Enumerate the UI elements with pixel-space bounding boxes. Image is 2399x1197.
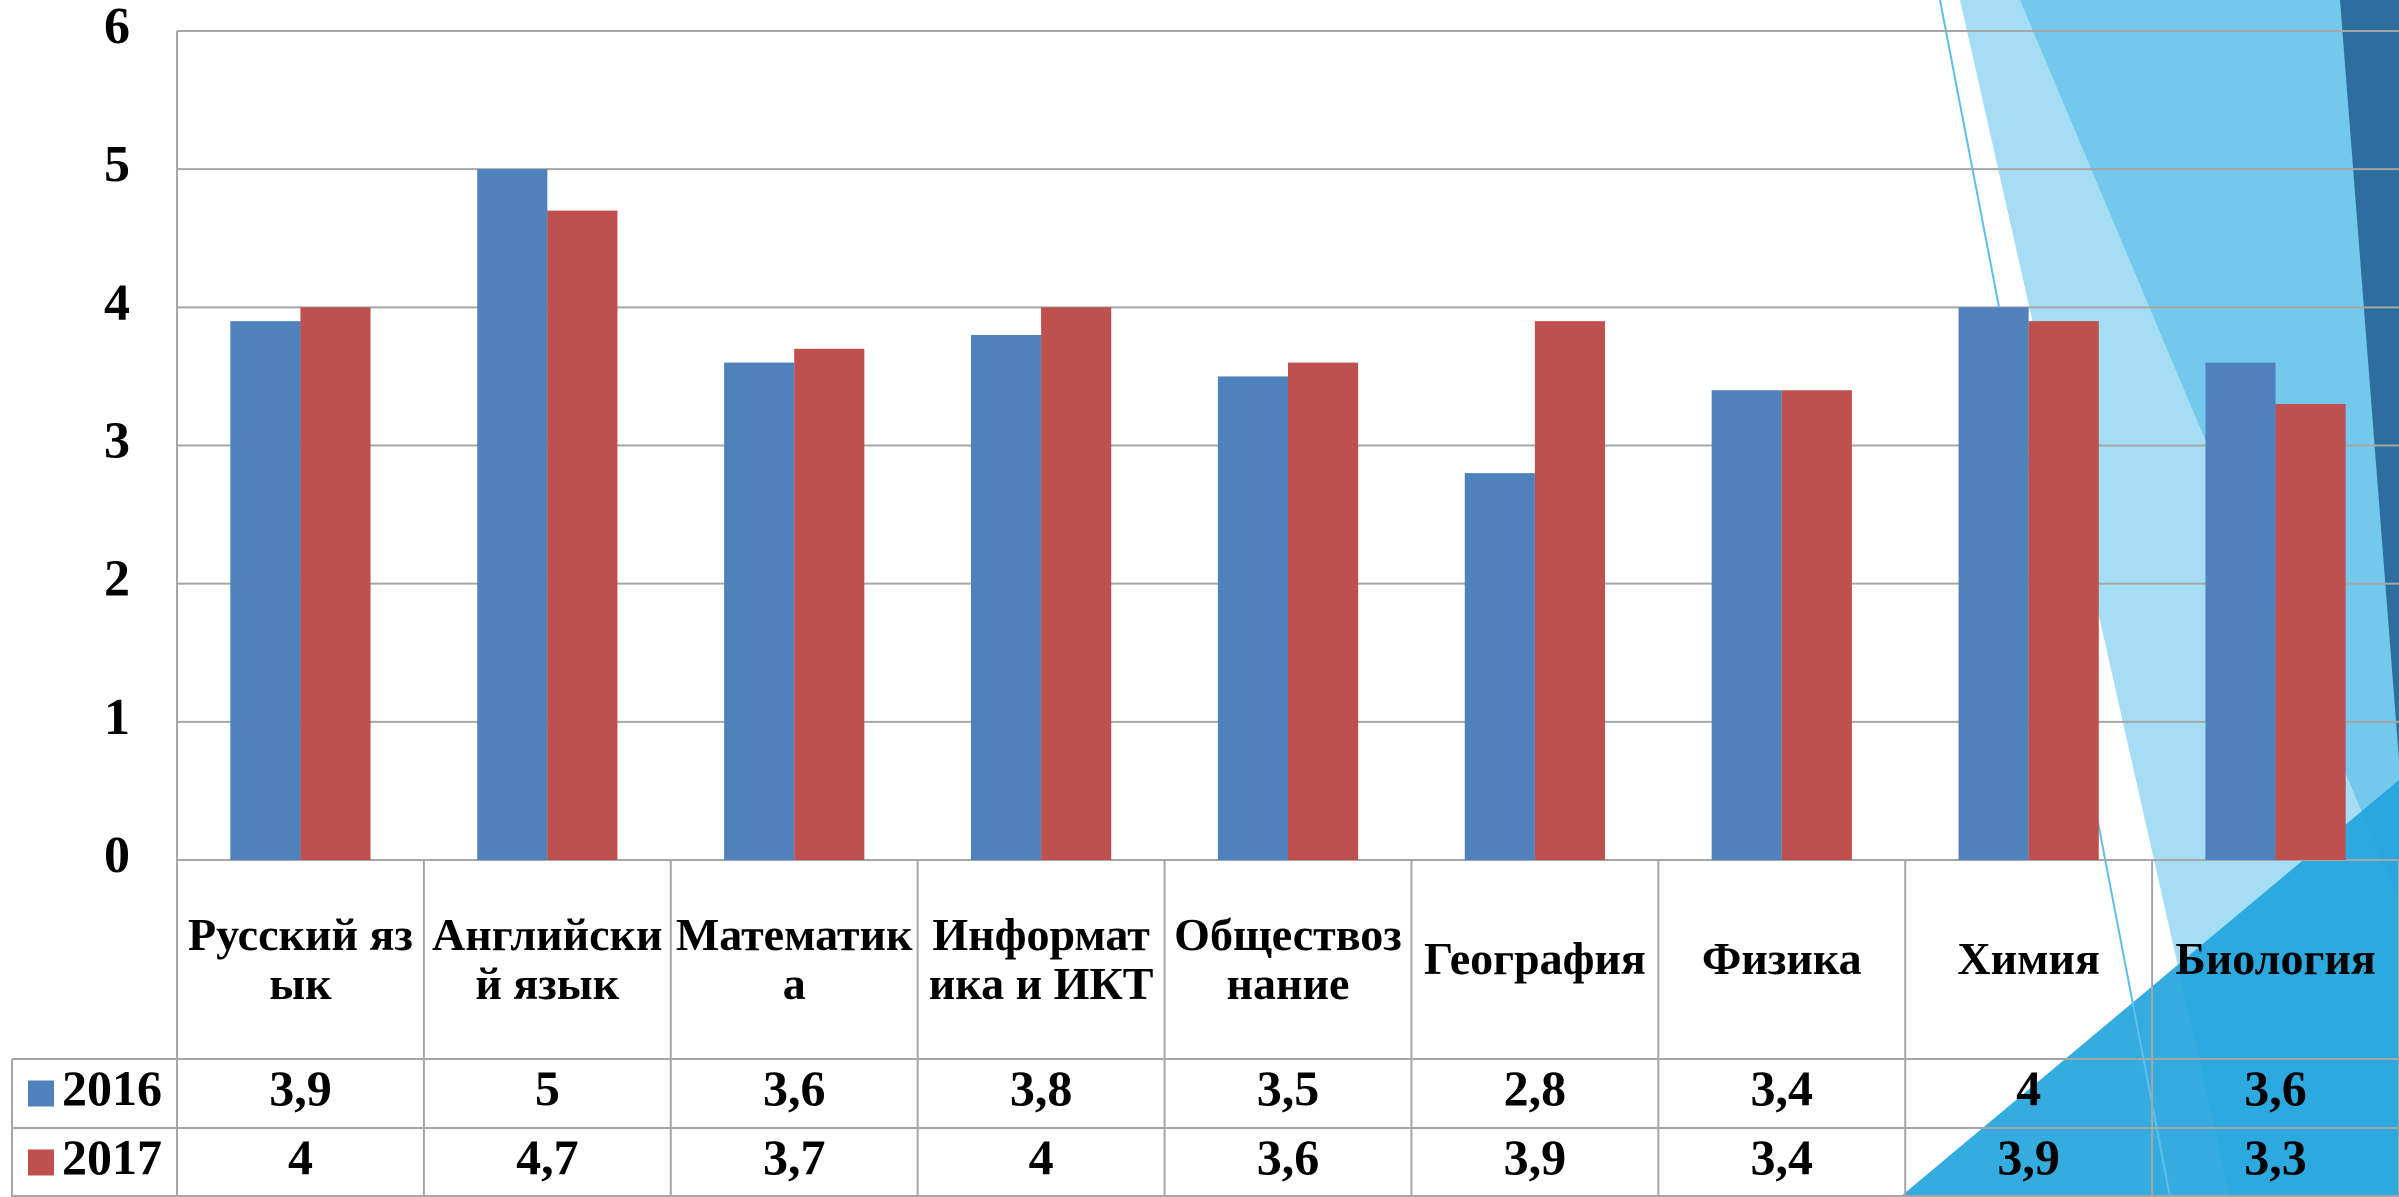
legend-swatch	[28, 1149, 54, 1176]
table-value: 3,7	[763, 1129, 826, 1185]
x-tick-label: Русский язык	[187, 909, 413, 1009]
y-tick-label: 6	[104, 0, 130, 55]
y-tick-label: 2	[104, 551, 130, 608]
legend-swatch	[28, 1080, 54, 1107]
y-tick-label: 1	[104, 689, 130, 746]
decor-shape	[2265, 0, 2399, 760]
bar	[2205, 362, 2276, 860]
x-tick-label: Обществознание	[1174, 909, 1402, 1009]
table-value: 3,9	[1504, 1129, 1567, 1185]
x-tick-label: География	[1423, 933, 1646, 985]
table-value: 3,5	[1257, 1060, 1320, 1116]
bar	[2028, 321, 2099, 860]
legend-label: 2017	[62, 1129, 162, 1185]
y-tick-label: 3	[104, 412, 130, 469]
bar	[724, 362, 795, 860]
bar	[477, 169, 548, 860]
table-value: 3,6	[763, 1060, 826, 1116]
table-value: 4	[2016, 1060, 2041, 1116]
table-value: 3,3	[2244, 1129, 2307, 1185]
x-tick-label: Информатика и ИКТ	[928, 909, 1154, 1009]
bar	[970, 334, 1042, 860]
table-value: 5	[535, 1060, 560, 1116]
table-value: 3,6	[2244, 1060, 2307, 1116]
bar	[230, 321, 301, 860]
bar	[1464, 473, 1535, 860]
plot-area: 0 1 2 3 4 5 6 2016 3,9 5 3,6 3,8 3,5 2,8 3,4 4 3,6 2017 4 4…	[11, 0, 2399, 1197]
bar	[1958, 307, 2029, 860]
bar	[1217, 376, 1288, 860]
table-value: 4	[1029, 1129, 1054, 1185]
bar	[794, 348, 865, 860]
table-value: 3,9	[269, 1060, 332, 1116]
y-tick-label: 4	[104, 274, 130, 331]
bar	[300, 307, 371, 860]
y-tick-label: 5	[104, 136, 130, 193]
table-value: 4	[288, 1129, 313, 1185]
table-value: 3,9	[1997, 1129, 2060, 1185]
bar	[1781, 390, 1852, 860]
x-tick-label: Английский язык	[432, 909, 663, 1009]
table-value: 3,4	[1751, 1060, 1814, 1116]
x-tick-label: Биология	[2175, 933, 2376, 985]
table-value: 3,6	[1257, 1129, 1320, 1185]
table-value: 3,8	[1010, 1060, 1073, 1116]
bar	[547, 210, 618, 860]
bar	[1534, 321, 1606, 860]
legend-label: 2016	[62, 1060, 162, 1116]
table-value: 2,8	[1504, 1060, 1567, 1116]
y-tick-label: 0	[104, 827, 130, 884]
bar	[1288, 362, 1359, 860]
decor-shape	[1900, 780, 2399, 1197]
table-value: 4,7	[516, 1129, 579, 1185]
bar	[2275, 404, 2346, 860]
bar	[1711, 390, 1782, 860]
bar	[1041, 307, 1112, 860]
x-tick-label: Химия	[1957, 933, 2100, 985]
x-tick-label: Физика	[1701, 933, 1862, 985]
x-tick-label: Математика	[675, 909, 913, 1009]
table-value: 3,4	[1751, 1129, 1814, 1185]
